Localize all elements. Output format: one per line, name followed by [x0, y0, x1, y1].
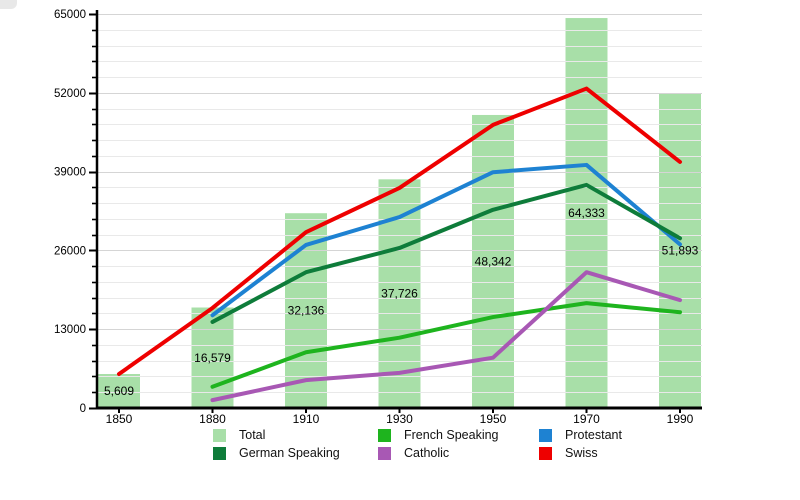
- bar-value-label: 51,893: [662, 244, 699, 258]
- bar-value-label: 32,136: [288, 304, 325, 318]
- total-bar-1850: [98, 374, 140, 408]
- y-axis-tick-label: 0: [80, 403, 86, 415]
- series-line-protestant: [210, 162, 682, 318]
- corner-artifact: [0, 0, 17, 9]
- series-line-swiss: [117, 86, 682, 377]
- total-bar-1880: [191, 307, 234, 408]
- bar-value-label: 5,609: [104, 384, 134, 398]
- x-axis-year-label: 1910: [293, 412, 320, 426]
- bar-value-label: 64,333: [568, 206, 605, 220]
- x-axis-year-label: 1950: [480, 412, 507, 426]
- y-axis-tick-label: 52000: [54, 88, 86, 100]
- x-axis-year-label: 1990: [667, 412, 694, 426]
- y-axis-tick-label: 39000: [54, 167, 86, 179]
- bar-value-label: 37,726: [381, 287, 418, 301]
- series-line-french-speaking: [210, 301, 682, 389]
- bar-value-label: 48,342: [475, 254, 512, 268]
- series-line-catholic: [210, 270, 682, 403]
- series-line-german-speaking: [210, 182, 682, 324]
- y-axis-tick-label: 26000: [54, 245, 86, 257]
- x-axis-year-label: 1850: [106, 412, 133, 426]
- y-axis-tick-label: 13000: [54, 324, 86, 336]
- x-axis-year-label: 1970: [573, 412, 600, 426]
- total-bar-1970: [565, 18, 608, 408]
- y-axis-tick-label: 65000: [54, 9, 86, 21]
- bar-value-label: 16,579: [194, 351, 231, 365]
- x-axis-year-label: 1930: [386, 412, 413, 426]
- x-axis-year-label: 1880: [199, 412, 226, 426]
